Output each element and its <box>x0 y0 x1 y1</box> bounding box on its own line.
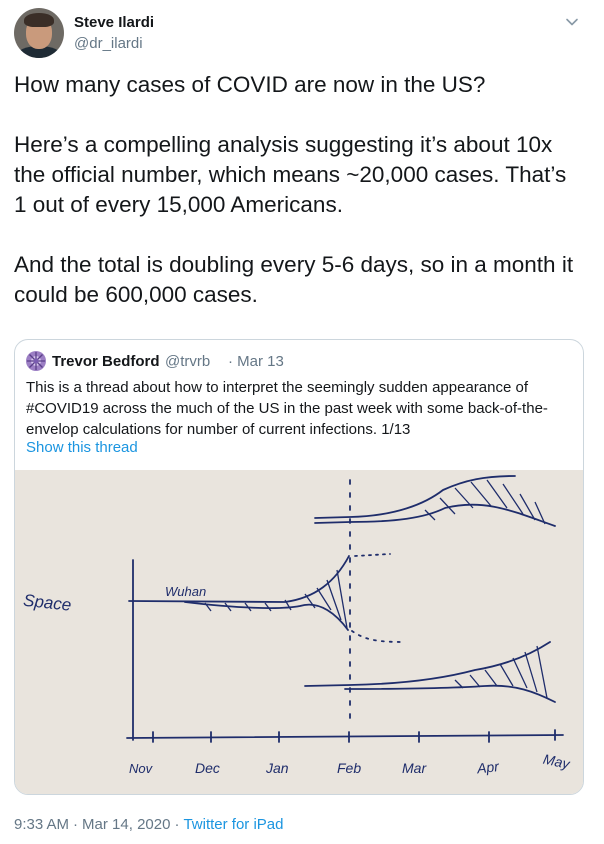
image-month-label: Mar <box>402 760 427 776</box>
tweet-paragraph: And the total is doubling every 5-6 days… <box>14 252 574 307</box>
quoted-author-name[interactable]: Trevor Bedford <box>52 353 160 370</box>
author-name[interactable]: Steve Ilardi <box>74 14 155 31</box>
quoted-author-avatar[interactable] <box>26 351 46 371</box>
image-month-label: Apr <box>475 758 501 776</box>
chevron-down-icon[interactable] <box>562 12 582 32</box>
image-month-label: Dec <box>195 760 220 776</box>
image-month-label: Jan <box>265 760 289 776</box>
tweet-metadata: 9:33 AM · Mar 14, 2020 · Twitter for iPad <box>14 816 284 833</box>
show-thread-link[interactable]: Show this thread <box>26 439 138 456</box>
tweet-date[interactable]: Mar 14, 2020 <box>82 816 171 833</box>
tweet-text: How many cases of COVID are now in the U… <box>14 70 584 310</box>
image-month-label: Nov <box>129 761 154 776</box>
quoted-image[interactable]: Space Wuhan Nov Dec Jan Feb Mar Apr May <box>15 470 583 794</box>
image-y-label: Space <box>22 591 72 615</box>
quoted-author-handle[interactable]: @trvrb <box>165 353 211 370</box>
image-month-label: May <box>542 751 572 772</box>
author-avatar[interactable] <box>14 8 64 58</box>
tweet-paragraph: Here’s a compelling analysis suggesting … <box>14 132 567 217</box>
author-handle[interactable]: @dr_ilardi <box>74 35 143 52</box>
image-annotation: Wuhan <box>165 584 206 599</box>
quoted-tweet[interactable]: Trevor Bedford @trvrb · Mar 13 This is a… <box>14 339 584 795</box>
tweet-paragraph: How many cases of COVID are now in the U… <box>14 72 486 97</box>
quoted-text: This is a thread about how to interpret … <box>26 379 548 438</box>
tweet-time[interactable]: 9:33 AM <box>14 816 70 833</box>
image-month-label: Feb <box>337 760 361 776</box>
quoted-date[interactable]: · Mar 13 <box>228 353 284 370</box>
tweet-source-link[interactable]: Twitter for iPad <box>183 816 284 833</box>
